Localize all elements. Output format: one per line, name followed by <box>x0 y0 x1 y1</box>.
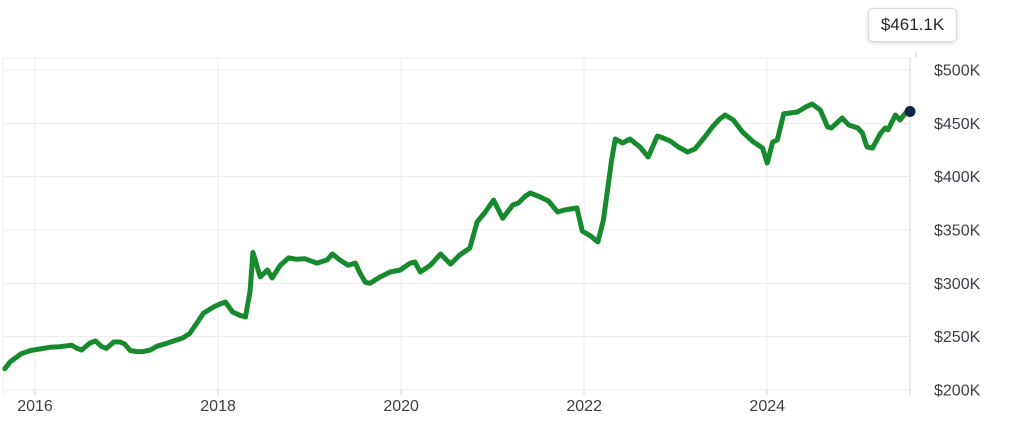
current-value-dot <box>904 105 916 117</box>
x-axis-label: 2022 <box>566 398 602 415</box>
chart-gridlines <box>3 57 910 391</box>
y-axis-labels: $500K $450K $400K $350K $300K $250K $200K <box>934 63 981 400</box>
y-axis-label: $350K <box>934 223 981 240</box>
x-axis-label: 2018 <box>200 398 236 415</box>
chart-axes <box>2 51 917 395</box>
y-axis-label: $400K <box>934 169 981 186</box>
y-axis-label: $200K <box>934 383 981 400</box>
x-axis-labels: 2016 2018 2020 2022 2024 <box>17 398 785 415</box>
home-value-line[interactable] <box>2 101 913 372</box>
y-axis-label: $250K <box>934 329 981 346</box>
x-axis-label: 2024 <box>749 398 785 415</box>
current-value-tooltip: $461.1K <box>868 8 957 42</box>
x-axis-label: 2020 <box>383 398 419 415</box>
current-value-text: $461.1K <box>880 15 945 34</box>
x-axis-label: 2016 <box>17 398 53 415</box>
current-value-marker <box>904 105 916 117</box>
y-axis-label: $300K <box>934 276 981 293</box>
value-line-series <box>2 101 913 372</box>
y-axis-label: $500K <box>934 63 981 80</box>
y-axis-label: $450K <box>934 116 981 133</box>
